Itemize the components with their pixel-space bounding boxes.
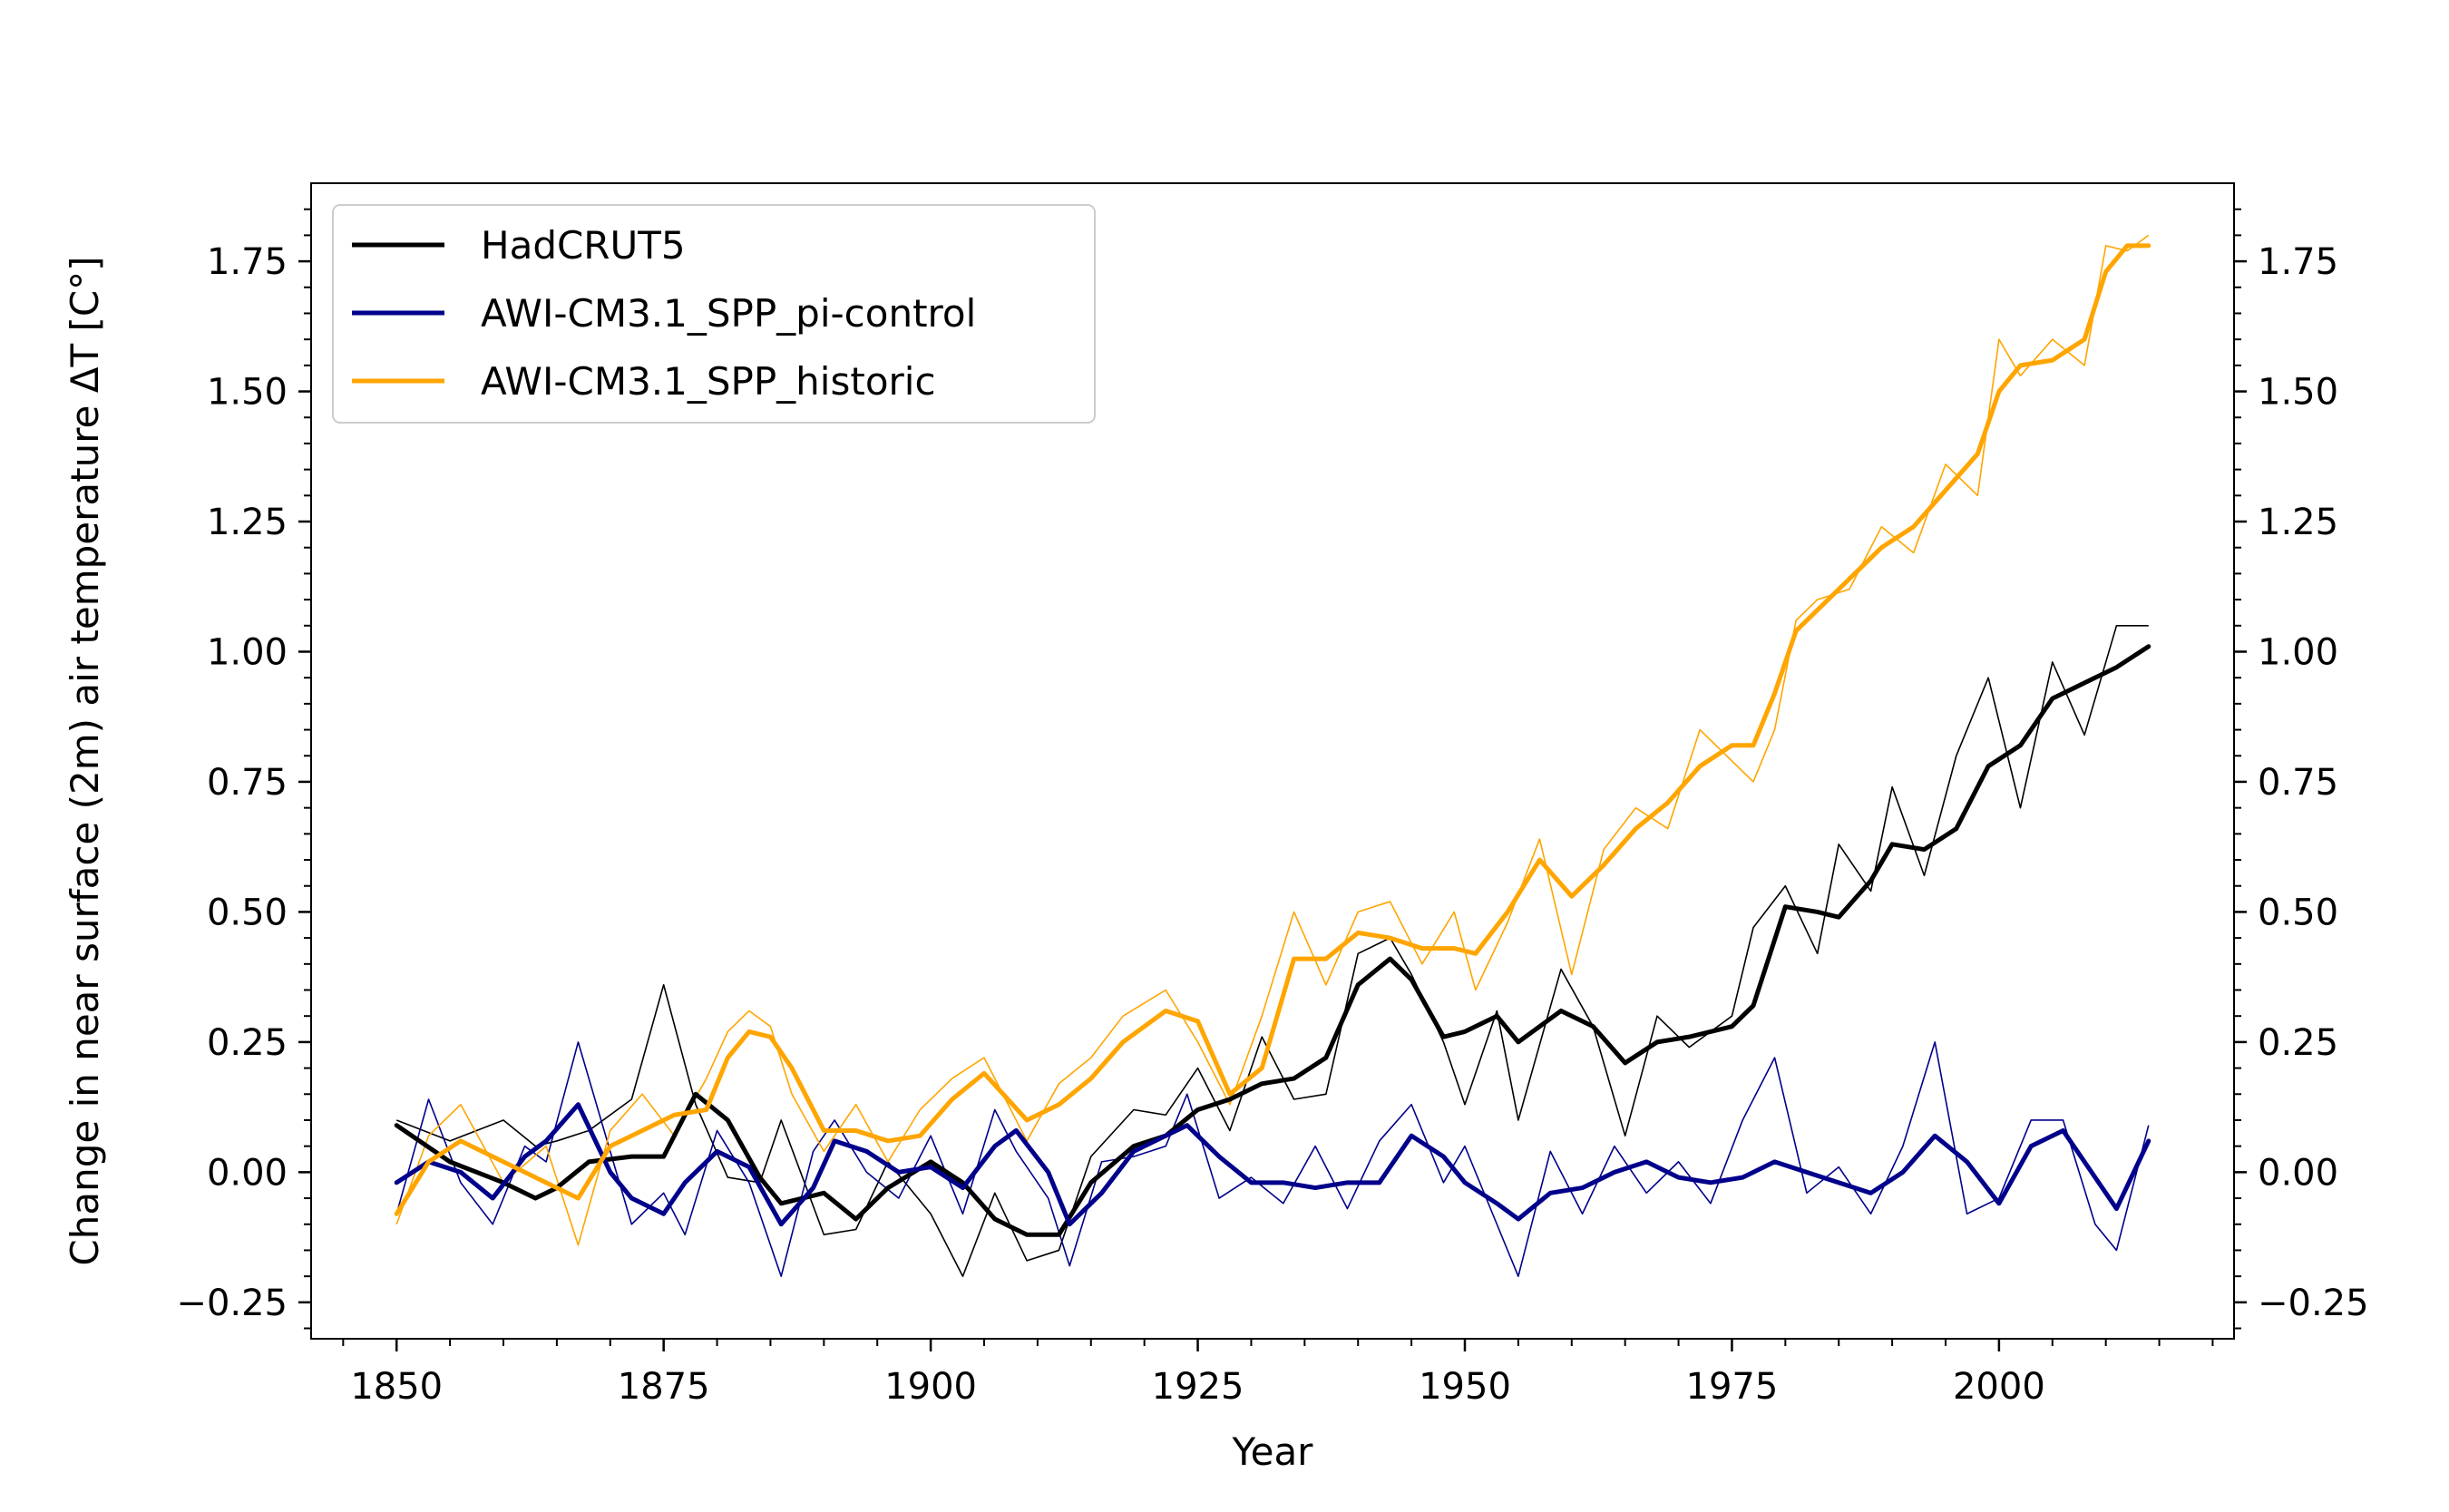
legend-label-awi-cm3-1-spp-pi-control: AWI-CM3.1_SPP_pi-control: [481, 291, 976, 336]
y-left-tick-label: 0.75: [207, 762, 288, 804]
series-line-hadcrut5: [394, 644, 2151, 1237]
y-left-tick-label: 1.75: [207, 241, 288, 283]
y-left-tick-label: 1.50: [207, 372, 288, 414]
x-axis: 1850 1875 1900 1925 1950 1975 2000: [342, 1339, 2214, 1408]
x-axis-label: Year: [1232, 1429, 1314, 1474]
raw-series-group: [395, 234, 2150, 1277]
legend-label-awi-cm3-1-spp-historic: AWI-CM3.1_SPP_historic: [481, 359, 936, 404]
x-tick-label: 1975: [1686, 1366, 1779, 1408]
smoothed-series-group: [394, 243, 2151, 1237]
y-right-tick-label: 0.25: [2258, 1022, 2338, 1064]
series-line-awi-cm3-1-spp-historic: [394, 243, 2151, 1216]
y-left-tick-label: −0.25: [176, 1283, 288, 1324]
x-tick-label: 2000: [1953, 1366, 2045, 1408]
y-axis-label: Change in near surface (2m) air temperat…: [63, 256, 107, 1265]
x-tick-label: 1900: [884, 1366, 977, 1408]
x-tick-label: 1875: [618, 1366, 710, 1408]
y-right-tick-label: 1.25: [2258, 502, 2338, 543]
y-left-tick-label: 0.00: [207, 1152, 288, 1194]
y-right-tick-label: 0.50: [2258, 892, 2338, 933]
series-raw-line-awi-cm3-1-spp-historic: [395, 234, 2150, 1246]
y-left-tick-label: 0.25: [207, 1022, 288, 1064]
series-raw-line-awi-cm3-1-spp-pi-control: [395, 1041, 2150, 1277]
x-tick-label: 1950: [1419, 1366, 1511, 1408]
y-axis-left: −0.25 0.00 0.25 0.50 0.75 1.00 1.25 1.50 1.75: [176, 208, 311, 1330]
y-left-tick-label: 1.00: [207, 631, 288, 673]
y-axis-right: −0.25 0.00 0.25 0.50 0.75 1.00 1.25 1.50 1.75: [2234, 208, 2369, 1330]
legend-label-hadcrut5: HadCRUT5: [481, 223, 686, 268]
y-right-tick-label: −0.25: [2258, 1283, 2369, 1324]
legend-box: [332, 204, 1096, 424]
y-right-tick-label: 1.50: [2258, 372, 2338, 414]
legend: HadCRUT5 AWI-CM3.1_SPP_pi-control AWI-CM3.…: [332, 204, 1096, 424]
y-right-tick-label: 0.00: [2258, 1152, 2338, 1194]
y-left-tick-label: 0.50: [207, 892, 288, 933]
y-right-tick-label: 0.75: [2258, 762, 2338, 804]
series-raw-line-hadcrut5: [395, 624, 2149, 1277]
plot-area-frame: [310, 182, 2235, 1340]
x-tick-label: 1925: [1152, 1366, 1244, 1408]
y-right-tick-label: 1.75: [2258, 241, 2338, 283]
y-left-tick-label: 1.25: [207, 502, 288, 543]
y-right-tick-label: 1.00: [2258, 631, 2338, 673]
x-tick-label: 1850: [350, 1366, 443, 1408]
series-line-awi-cm3-1-spp-pi-control: [394, 1102, 2151, 1227]
